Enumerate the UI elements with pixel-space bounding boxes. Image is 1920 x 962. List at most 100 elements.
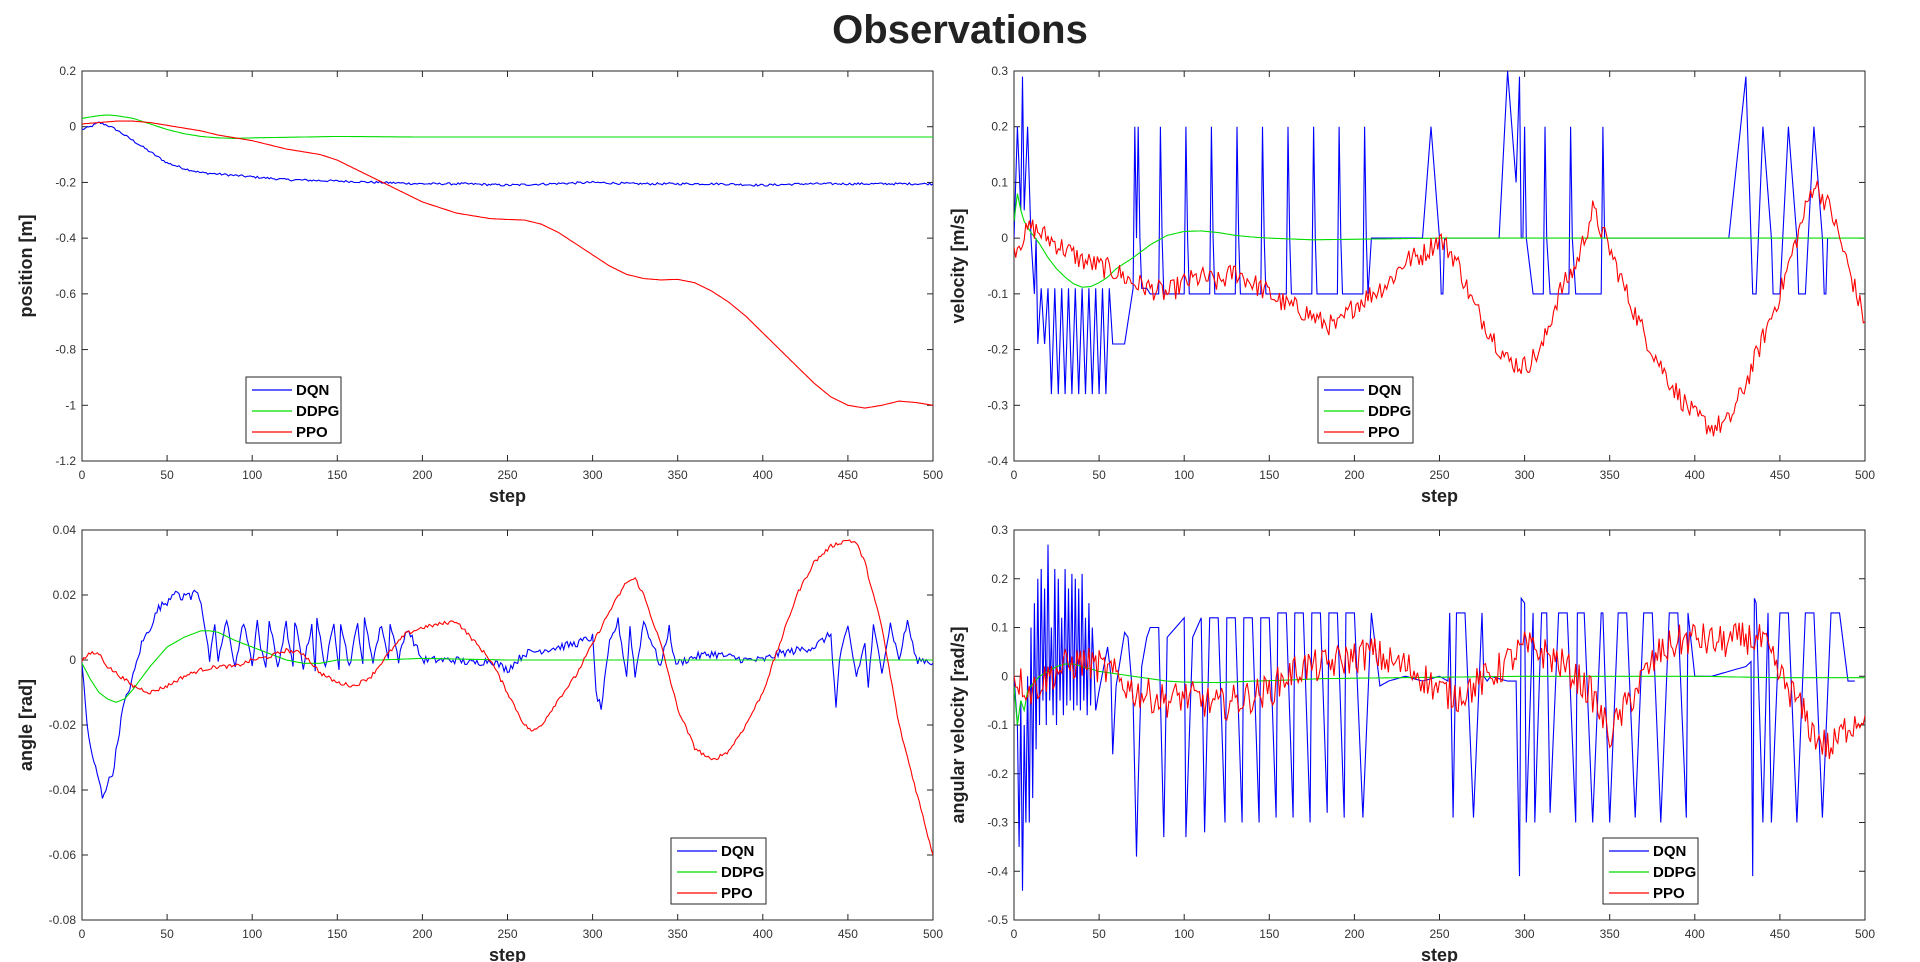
legend-label-ddpg: DDPG [1368,403,1411,420]
y-tick-label: -0.2 [987,767,1008,781]
x-tick-label: 450 [1770,927,1790,941]
x-axis-label: step [489,945,526,962]
x-tick-label: 450 [1770,468,1790,482]
y-tick-label: 0.2 [991,572,1008,586]
y-tick-label: -0.4 [987,864,1008,878]
x-tick-label: 350 [1600,927,1620,941]
y-tick-label: 0 [69,653,76,667]
y-axis-label: angular velocity [rad/s] [948,626,968,823]
x-tick-label: 200 [412,468,432,482]
y-tick-label: -0.04 [49,783,77,797]
x-tick-label: 400 [753,927,773,941]
series-line-ppo [82,539,933,856]
y-tick-label: -0.8 [55,343,76,357]
y-tick-label: 0 [69,120,76,134]
y-tick-label: -0.2 [987,343,1008,357]
legend: DQN DDPG PPO [1602,837,1699,905]
x-tick-label: 50 [1092,927,1106,941]
x-tick-label: 250 [497,927,517,941]
x-tick-label: 0 [79,927,86,941]
y-axis-label: velocity [m/s] [948,208,968,323]
y-tick-label: 0.2 [59,64,76,78]
x-tick-label: 0 [1011,927,1018,941]
x-tick-label: 500 [923,927,943,941]
x-tick-label: 100 [242,927,262,941]
legend-label-ddpg: DDPG [721,864,764,881]
y-tick-label: -0.4 [987,454,1008,468]
x-tick-label: 500 [1855,927,1875,941]
x-tick-label: 50 [160,927,174,941]
y-tick-label: -0.02 [49,718,77,732]
x-tick-label: 450 [838,927,858,941]
legend-label-dqn: DQN [1653,843,1686,860]
x-tick-label: 300 [583,468,603,482]
x-tick-label: 350 [668,468,688,482]
y-tick-label: -0.3 [987,816,1008,830]
y-tick-label: 0.3 [991,523,1008,537]
y-tick-label: 0.1 [991,621,1008,635]
series-line-ppo [1014,622,1865,760]
x-tick-label: 250 [1429,468,1449,482]
x-tick-label: 300 [1515,927,1535,941]
x-tick-label: 50 [160,468,174,482]
legend: DQN DDPG PPO [1317,376,1414,444]
legend-label-ppo: PPO [1368,424,1400,441]
chart-panel-4: 0 50 100 150 200 250 300 350 400 450 500 -0.5 -0.4 -0… [948,523,1875,962]
legend-label-ppo: PPO [1653,885,1685,902]
y-tick-label: -1.2 [55,454,76,468]
plot-area [1013,529,1866,921]
y-tick-label: 0.04 [53,523,77,537]
plot-area [1013,70,1866,462]
x-tick-label: 0 [79,468,86,482]
x-tick-label: 300 [583,927,603,941]
x-tick-label: 200 [1344,468,1364,482]
y-tick-label: -0.06 [49,848,77,862]
x-tick-label: 300 [1515,468,1535,482]
series-line-ddpg [82,114,933,139]
x-tick-label: 50 [1092,468,1106,482]
x-tick-label: 200 [412,927,432,941]
series-line-dqn [82,589,933,799]
x-tick-label: 100 [242,468,262,482]
x-tick-label: 150 [1259,468,1279,482]
x-axis-label: step [489,486,526,506]
y-tick-label: 0.02 [53,588,77,602]
x-axis-label: step [1421,486,1458,506]
x-tick-label: 500 [923,468,943,482]
x-tick-label: 100 [1174,927,1194,941]
x-tick-label: 100 [1174,468,1194,482]
legend-label-ddpg: DDPG [1653,864,1696,881]
x-axis-label: step [1421,945,1458,962]
x-tick-label: 350 [1600,468,1620,482]
y-axis-label: position [m] [16,215,36,318]
chart-panel-2: 0 50 100 150 200 250 300 350 400 450 500 -0.4 -0.3 -0… [948,64,1875,506]
x-tick-label: 400 [1685,927,1705,941]
y-tick-label: -0.1 [987,287,1008,301]
legend-label-ddpg: DDPG [296,403,339,420]
x-tick-label: 250 [1429,927,1449,941]
legend-label-dqn: DQN [721,843,754,860]
legend-label-ppo: PPO [296,424,328,441]
y-tick-label: 0.1 [991,175,1008,189]
y-tick-label: -0.08 [49,913,77,927]
legend-label-dqn: DQN [296,382,329,399]
y-axis-label: angle [rad] [16,679,36,771]
y-tick-label: 0 [1001,231,1008,245]
plot-area [81,529,934,921]
y-tick-label: 0.3 [991,64,1008,78]
y-tick-label: -0.1 [987,718,1008,732]
x-tick-label: 400 [753,468,773,482]
y-tick-label: -0.2 [55,175,76,189]
x-tick-label: 250 [497,468,517,482]
legend: DQN DDPG PPO [245,376,342,444]
series-line-ddpg [1014,663,1865,726]
legend-label-dqn: DQN [1368,382,1401,399]
series-line-ppo [82,120,933,409]
chart-panel-3: 0 50 100 150 200 250 300 350 400 450 500 -0.08 -0.06… [16,523,943,962]
y-tick-label: -0.4 [55,231,76,245]
series-line-ddpg [82,630,933,703]
chart-panel-1: 0 50 100 150 200 250 300 350 400 450 500 -1.2 -1 -0.8… [16,64,943,506]
legend: DQN DDPG PPO [670,837,767,905]
x-tick-label: 0 [1011,468,1018,482]
